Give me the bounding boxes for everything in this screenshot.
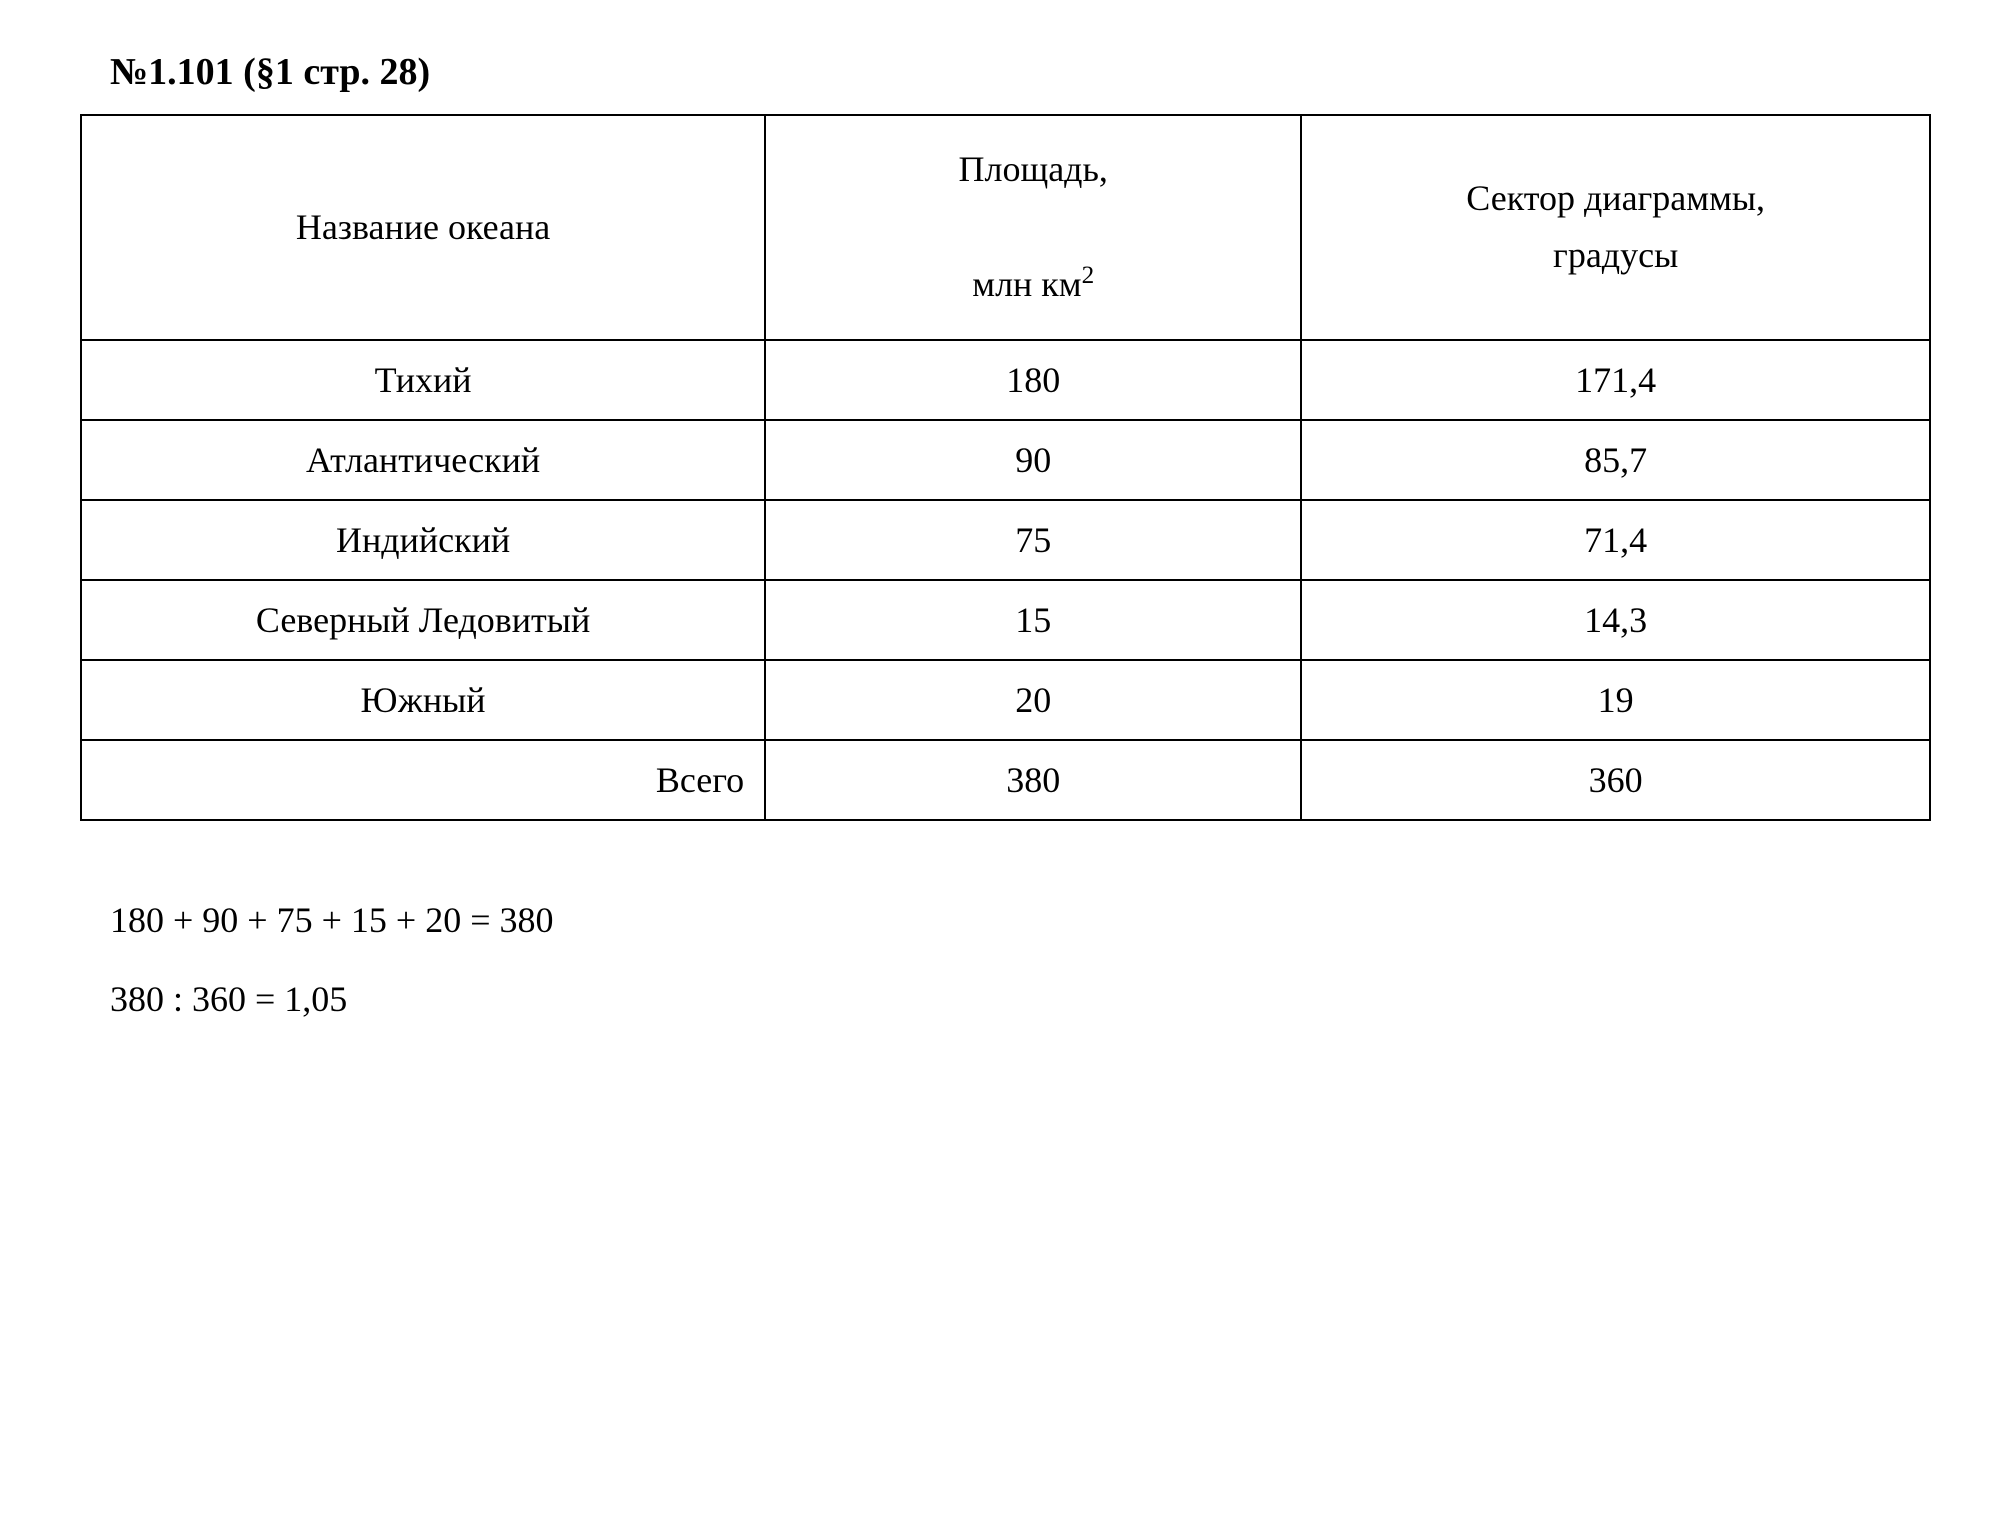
cell-area: 20 — [765, 660, 1301, 740]
cell-total-label: Всего — [81, 740, 765, 820]
cell-sector: 71,4 — [1301, 500, 1930, 580]
header-area-sup: 2 — [1082, 262, 1095, 289]
cell-name: Тихий — [81, 340, 765, 420]
header-name: Название океана — [81, 115, 765, 340]
cell-area: 75 — [765, 500, 1301, 580]
header-area-line2: млн км — [972, 264, 1081, 304]
table-row: Тихий 180 171,4 — [81, 340, 1930, 420]
header-sector-line1: Сектор диаграммы, — [1466, 178, 1765, 218]
ocean-table: Название океана Площадь, млн км2 Сектор … — [80, 114, 1931, 821]
calc-line-1: 180 + 90 + 75 + 15 + 20 = 380 — [110, 881, 1931, 960]
cell-area: 180 — [765, 340, 1301, 420]
cell-sector: 171,4 — [1301, 340, 1930, 420]
cell-name: Индийский — [81, 500, 765, 580]
calculations-block: 180 + 90 + 75 + 15 + 20 = 380 380 : 360 … — [110, 881, 1931, 1039]
header-sector-line2: градусы — [1553, 235, 1678, 275]
table-row: Атлантический 90 85,7 — [81, 420, 1930, 500]
header-name-text: Название океана — [296, 207, 550, 247]
cell-total-sector: 360 — [1301, 740, 1930, 820]
header-area-line1: Площадь, — [959, 149, 1108, 189]
cell-sector: 19 — [1301, 660, 1930, 740]
table-row: Южный 20 19 — [81, 660, 1930, 740]
cell-area: 15 — [765, 580, 1301, 660]
cell-sector: 14,3 — [1301, 580, 1930, 660]
header-sector: Сектор диаграммы, градусы — [1301, 115, 1930, 340]
cell-name: Южный — [81, 660, 765, 740]
table-row: Северный Ледовитый 15 14,3 — [81, 580, 1930, 660]
cell-total-area: 380 — [765, 740, 1301, 820]
table-total-row: Всего 380 360 — [81, 740, 1930, 820]
table-header-row: Название океана Площадь, млн км2 Сектор … — [81, 115, 1930, 340]
cell-sector: 85,7 — [1301, 420, 1930, 500]
cell-area: 90 — [765, 420, 1301, 500]
calc-line-2: 380 : 360 = 1,05 — [110, 960, 1931, 1039]
header-area: Площадь, млн км2 — [765, 115, 1301, 340]
page-title: №1.101 (§1 стр. 28) — [110, 50, 1931, 94]
cell-name: Северный Ледовитый — [81, 580, 765, 660]
cell-name: Атлантический — [81, 420, 765, 500]
table-row: Индийский 75 71,4 — [81, 500, 1930, 580]
